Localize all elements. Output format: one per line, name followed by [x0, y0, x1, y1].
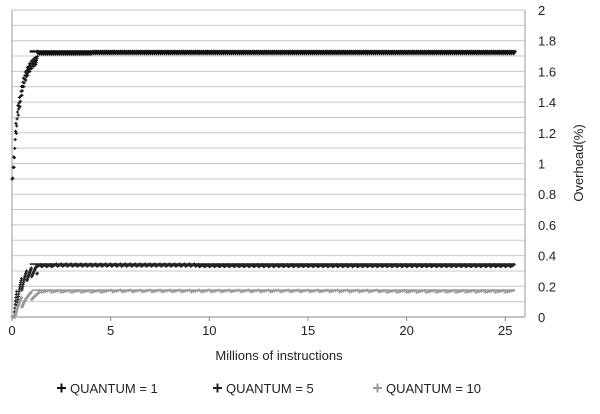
y-tick-label: 0.2 — [538, 279, 556, 294]
series-3 — [10, 288, 516, 319]
series-1 — [10, 49, 517, 181]
series-3-points — [10, 288, 515, 319]
y-tick-label: 1.6 — [538, 64, 556, 79]
y-tick-label: 1.4 — [538, 95, 556, 110]
legend-item-3: QUANTUM = 10 — [373, 381, 481, 396]
x-tick-labels: 0 5 10 15 20 25 — [8, 317, 513, 338]
y-tick-label: 0.6 — [538, 218, 556, 233]
x-tick-label: 5 — [107, 323, 114, 338]
x-tick-label: 15 — [301, 323, 315, 338]
y-axis-title: Overhead(%) — [571, 124, 586, 201]
y-tick-label: 1.8 — [538, 34, 556, 49]
legend-marker — [57, 383, 66, 393]
legend-item-1: QUANTUM = 1 — [57, 381, 158, 396]
x-tick-label: 25 — [498, 323, 512, 338]
y-tick-label: 2 — [538, 3, 545, 18]
y-tick-label: 1 — [538, 157, 545, 172]
legend-label: QUANTUM = 1 — [70, 381, 158, 396]
legend-item-2: QUANTUM = 5 — [213, 381, 314, 396]
x-tick-label: 0 — [8, 323, 15, 338]
axes — [11, 10, 526, 318]
series-layer — [10, 49, 517, 319]
legend: QUANTUM = 1 QUANTUM = 5 QUANTUM = 10 — [57, 381, 481, 396]
y-tick-labels: 0 0.2 0.4 0.6 0.8 1 1.2 1.4 1.6 1.8 2 — [538, 3, 556, 325]
x-tick-label: 20 — [399, 323, 413, 338]
y-tick-label: 1.2 — [538, 126, 556, 141]
legend-marker — [373, 383, 382, 393]
y-tick-label: 0 — [538, 310, 545, 325]
legend-marker — [213, 383, 222, 393]
series-1-points — [10, 49, 517, 181]
x-axis-title: Millions of instructions — [215, 348, 343, 363]
legend-label: QUANTUM = 5 — [226, 381, 314, 396]
y-tick-label: 0.4 — [538, 249, 556, 264]
y-tick-label: 0.8 — [538, 187, 556, 202]
grid-lines — [12, 9, 525, 303]
x-tick-label: 10 — [202, 323, 216, 338]
legend-label: QUANTUM = 10 — [386, 381, 481, 396]
